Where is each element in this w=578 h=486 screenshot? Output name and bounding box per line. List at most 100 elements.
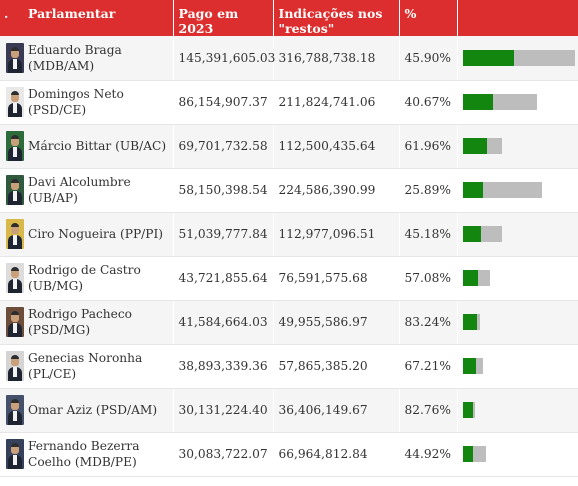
bar-cell bbox=[456, 168, 578, 213]
indicacoes-value: 66,964,812.84 bbox=[272, 432, 399, 477]
photo-cell bbox=[0, 300, 26, 345]
parlamentar-name: Domingos Neto (PSD/CE) bbox=[26, 80, 173, 125]
bar-pago bbox=[462, 270, 478, 286]
photo-cell bbox=[0, 36, 26, 81]
parlamentar-name: Eduardo Braga (MDB/AM) bbox=[26, 36, 173, 81]
pct-value: 82.76% bbox=[398, 388, 457, 433]
table-row: Davi Alcolumbre (UB/AP) 58,150,398.54 224,… bbox=[0, 168, 578, 213]
photo-cell bbox=[0, 124, 26, 169]
header-indicacoes-line2: "restos" bbox=[278, 21, 335, 36]
pago-value: 69,701,732.58 bbox=[172, 124, 273, 169]
progress-bar bbox=[462, 402, 575, 418]
avatar bbox=[6, 131, 24, 161]
bar-pago bbox=[462, 358, 477, 374]
progress-bar bbox=[462, 94, 575, 110]
header-bar bbox=[456, 0, 578, 36]
bar-cell bbox=[456, 344, 578, 389]
table-row: Genecias Noronha (PL/CE) 38,893,339.36 57,… bbox=[0, 344, 578, 389]
pct-value: 57.08% bbox=[398, 256, 457, 301]
header-pago[interactable]: Pago em 2023 bbox=[172, 0, 273, 36]
bar-cell bbox=[456, 36, 578, 81]
pago-value: 58,150,398.54 bbox=[172, 168, 273, 213]
progress-bar bbox=[462, 446, 575, 462]
table-row: Domingos Neto (PSD/CE) 86,154,907.37 211,8… bbox=[0, 80, 578, 125]
photo-cell bbox=[0, 388, 26, 433]
indicacoes-value: 49,955,586.97 bbox=[272, 300, 399, 345]
photo-cell bbox=[0, 432, 26, 477]
pago-value: 86,154,907.37 bbox=[172, 80, 273, 125]
indicacoes-value: 112,500,435.64 bbox=[272, 124, 399, 169]
table-row: Ciro Nogueira (PP/PI) 51,039,777.84 112,97… bbox=[0, 212, 578, 257]
indicacoes-value: 76,591,575.68 bbox=[272, 256, 399, 301]
photo-cell bbox=[0, 80, 26, 125]
avatar bbox=[6, 439, 24, 469]
indicacoes-value: 211,824,741.06 bbox=[272, 80, 399, 125]
bar-pago bbox=[462, 226, 481, 242]
pct-value: 83.24% bbox=[398, 300, 457, 345]
header-row: . Parlamentar Pago em 2023 Indicações no… bbox=[0, 0, 578, 36]
avatar bbox=[6, 263, 24, 293]
parlamentar-name: Omar Aziz (PSD/AM) bbox=[26, 388, 173, 433]
pago-value: 51,039,777.84 bbox=[172, 212, 273, 257]
progress-bar bbox=[462, 314, 575, 330]
photo-cell bbox=[0, 168, 26, 213]
parlamentar-name: Márcio Bittar (UB/AC) bbox=[26, 124, 173, 169]
table-row: Rodrigo Pacheco (PSD/MG) 41,584,664.03 49,… bbox=[0, 300, 578, 345]
indicacoes-value: 57,865,385.20 bbox=[272, 344, 399, 389]
indicacoes-value: 112,977,096.51 bbox=[272, 212, 399, 257]
avatar bbox=[6, 42, 24, 73]
indicacoes-value: 36,406,149.67 bbox=[272, 388, 399, 433]
table-body: Eduardo Braga (MDB/AM) 145,391,605.03 316,… bbox=[0, 36, 578, 477]
indicacoes-value: 224,586,390.99 bbox=[272, 168, 399, 213]
bar-cell bbox=[456, 124, 578, 169]
header-dot: . bbox=[0, 0, 26, 36]
header-indicacoes-line1: Indicações nos bbox=[278, 6, 383, 21]
pct-value: 61.96% bbox=[398, 124, 457, 169]
progress-bar bbox=[462, 270, 575, 286]
header-parlamentar[interactable]: Parlamentar bbox=[26, 0, 173, 36]
header-pct[interactable]: % bbox=[398, 0, 457, 36]
table-row: Eduardo Braga (MDB/AM) 145,391,605.03 316,… bbox=[0, 36, 578, 81]
table-row: Fernando Bezerra Coelho (MDB/PE) 30,083,7… bbox=[0, 432, 578, 477]
photo-cell bbox=[0, 212, 26, 257]
parlamentar-name: Rodrigo Pacheco (PSD/MG) bbox=[26, 300, 173, 345]
pago-value: 41,584,664.03 bbox=[172, 300, 273, 345]
bar-cell bbox=[456, 256, 578, 301]
avatar bbox=[6, 395, 24, 425]
parlamentar-name: Rodrigo de Castro (UB/MG) bbox=[26, 256, 173, 301]
bar-pago bbox=[462, 446, 474, 462]
pct-value: 67.21% bbox=[398, 344, 457, 389]
bar-pago bbox=[462, 94, 493, 110]
pct-value: 44.92% bbox=[398, 432, 457, 477]
pct-value: 25.89% bbox=[398, 168, 457, 213]
parlamentar-name: Ciro Nogueira (PP/PI) bbox=[26, 212, 173, 257]
pct-value: 45.90% bbox=[398, 36, 457, 81]
pct-value: 40.67% bbox=[398, 80, 457, 125]
bar-cell bbox=[456, 388, 578, 433]
table-row: Omar Aziz (PSD/AM) 30,131,224.40 36,406,14… bbox=[0, 388, 578, 433]
bar-pago bbox=[462, 402, 474, 418]
pago-value: 38,893,339.36 bbox=[172, 344, 273, 389]
bar-cell bbox=[456, 80, 578, 125]
photo-cell bbox=[0, 344, 26, 389]
pago-value: 30,131,224.40 bbox=[172, 388, 273, 433]
progress-bar bbox=[462, 138, 575, 154]
parlamentar-name: Davi Alcolumbre (UB/AP) bbox=[26, 168, 173, 213]
table-row: Rodrigo de Castro (UB/MG) 43,721,855.64 76… bbox=[0, 256, 578, 301]
avatar bbox=[6, 307, 24, 337]
parlamentar-name: Fernando Bezerra Coelho (MDB/PE) bbox=[26, 432, 173, 477]
indicacoes-value: 316,788,738.18 bbox=[272, 36, 399, 81]
progress-bar bbox=[462, 226, 575, 242]
parlamentar-name: Genecias Noronha (PL/CE) bbox=[26, 344, 173, 389]
bar-pago bbox=[462, 49, 514, 66]
bar-pago bbox=[462, 182, 484, 198]
bar-cell bbox=[456, 212, 578, 257]
pct-value: 45.18% bbox=[398, 212, 457, 257]
progress-bar bbox=[462, 182, 575, 198]
avatar bbox=[6, 219, 24, 249]
avatar bbox=[6, 175, 24, 205]
header-indicacoes[interactable]: Indicações nos "restos" bbox=[272, 0, 399, 36]
photo-cell bbox=[0, 256, 26, 301]
bar-cell bbox=[456, 432, 578, 477]
